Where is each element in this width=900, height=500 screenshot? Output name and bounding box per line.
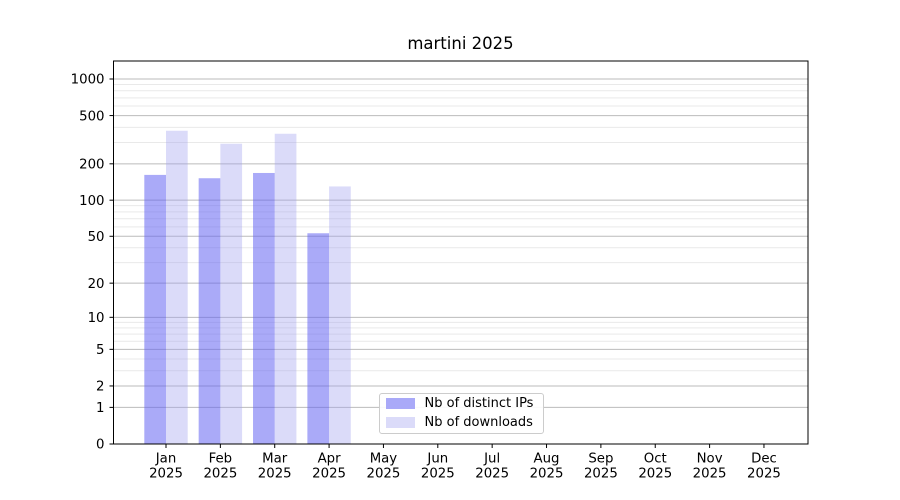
y-tick-label: 500 — [79, 109, 104, 124]
x-tick-label-year: 2025 — [149, 467, 183, 482]
y-tick-label: 1 — [96, 401, 104, 416]
y-tick-label: 20 — [88, 277, 105, 292]
x-tick-label-year: 2025 — [475, 467, 509, 482]
bar-downloads-mar — [274, 133, 297, 445]
x-tick-label-month: Sep — [588, 452, 613, 467]
legend-label-downloads: Nb of downloads — [424, 415, 533, 431]
x-tick-label-month: Apr — [318, 452, 342, 467]
x-tick-label-month: Jul — [483, 452, 500, 467]
x-tick-label-year: 2025 — [367, 467, 401, 482]
legend: Nb of distinct IPs Nb of downloads — [378, 392, 544, 434]
x-tick-label-year: 2025 — [258, 467, 292, 482]
bar-downloads-feb — [220, 143, 243, 445]
x-tick-label-month: May — [370, 452, 398, 467]
x-tick-label-year: 2025 — [638, 467, 672, 482]
bar-distinct-ips-apr — [307, 233, 330, 444]
x-tick-label-month: Oct — [644, 452, 667, 467]
x-tick-label-month: Nov — [697, 452, 723, 467]
x-tick-label-year: 2025 — [312, 467, 346, 482]
bar-downloads-apr — [329, 186, 351, 445]
x-tick-label-year: 2025 — [693, 467, 727, 482]
y-tick-label: 200 — [79, 158, 104, 173]
x-tick-label-year: 2025 — [584, 467, 618, 482]
y-tick-label: 1000 — [71, 73, 105, 88]
bar-distinct-ips-jan — [144, 174, 166, 444]
y-tick-label: 5 — [96, 343, 104, 358]
x-tick-label-year: 2025 — [747, 467, 781, 482]
legend-swatch-downloads-icon — [385, 417, 415, 428]
legend-item-distinct-ips: Nb of distinct IPs — [385, 394, 543, 413]
x-tick-label-month: Jun — [426, 452, 448, 467]
plot-border — [113, 60, 809, 445]
y-tick-label: 2 — [96, 380, 104, 395]
y-tick-label: 0 — [96, 438, 104, 453]
x-tick-label-month: Feb — [209, 452, 233, 467]
bar-downloads-jan — [166, 130, 188, 444]
y-tick-label: 50 — [88, 230, 105, 245]
chart-title: martini 2025 — [407, 34, 514, 53]
legend-item-downloads: Nb of downloads — [385, 413, 543, 432]
x-tick-label-month: Mar — [262, 452, 288, 467]
y-tick-label: 100 — [79, 194, 104, 209]
x-tick-label-year: 2025 — [530, 467, 564, 482]
bar-distinct-ips-feb — [198, 178, 221, 445]
x-tick-label-month: Aug — [534, 452, 560, 467]
x-tick-label-month: Jan — [155, 452, 177, 467]
x-tick-label-year: 2025 — [421, 467, 455, 482]
legend-label-distinct-ips: Nb of distinct IPs — [424, 395, 534, 411]
legend-swatch-distinct-ips-icon — [385, 398, 415, 409]
bar-distinct-ips-mar — [253, 172, 275, 444]
x-tick-label-month: Dec — [751, 452, 777, 467]
x-tick-label-year: 2025 — [203, 467, 237, 482]
y-tick-label: 10 — [88, 311, 105, 326]
